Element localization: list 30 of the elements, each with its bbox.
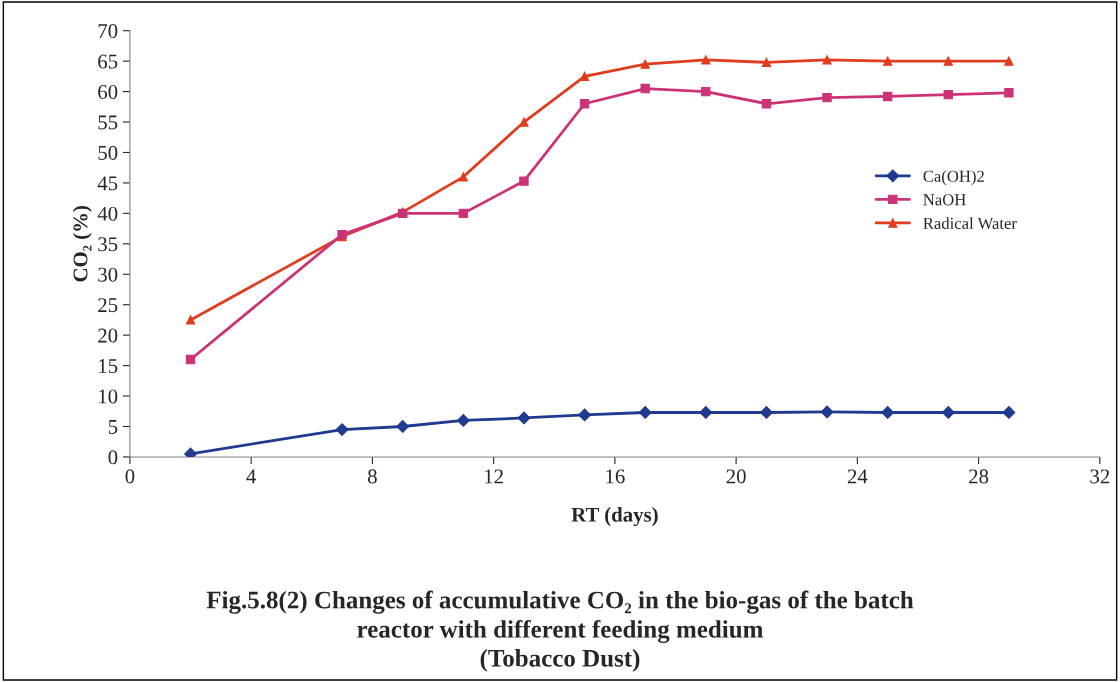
text: Fig.5.8(2) Changes of accumulative CO₂ in the bio-gas of the batch reactor with different feeding medium (Tobacco Dust) [206, 590, 914, 672]
y-tick-label: 0 [108, 450, 118, 465]
y-tick-label: 70 [98, 24, 118, 39]
y-tick-label: 50 [98, 145, 118, 160]
y-tick-label: 55 [98, 115, 118, 130]
y-tick-label: 25 [98, 298, 118, 313]
x-tick-label: 28 [969, 469, 989, 484]
y-tick-label: 45 [97, 176, 118, 191]
x-axis-title: RT (days) [571, 507, 658, 527]
x-tick-label: 12 [485, 469, 503, 484]
x-tick-label: 0 [125, 469, 135, 484]
y-tick-label: 10 [99, 389, 118, 404]
y-tick-label: 20 [98, 328, 118, 343]
legend-label: Ca(OH)2 [923, 170, 984, 186]
legend-label: NaOH [923, 194, 966, 206]
x-tick-label: 20 [726, 469, 746, 484]
y-tick-label: 35 [98, 237, 118, 252]
x-tick-label: 8 [367, 469, 377, 484]
legend-label: Radical Water [923, 217, 1017, 230]
x-tick-label: 4 [246, 469, 257, 484]
x-tick-label: 32 [1090, 469, 1110, 484]
y-tick-label: 60 [98, 84, 118, 100]
x-tick-label: 16 [606, 469, 625, 484]
y-tick-label: 15 [99, 359, 118, 374]
y-tick-label: 40 [97, 206, 118, 221]
y-axis-title: CO₂ (%) [72, 206, 92, 282]
y-tick-label: 5 [108, 420, 118, 434]
y-tick-label: 65 [98, 54, 118, 69]
x-tick-label: 24 [847, 469, 868, 484]
y-tick-label: 30 [98, 267, 118, 282]
